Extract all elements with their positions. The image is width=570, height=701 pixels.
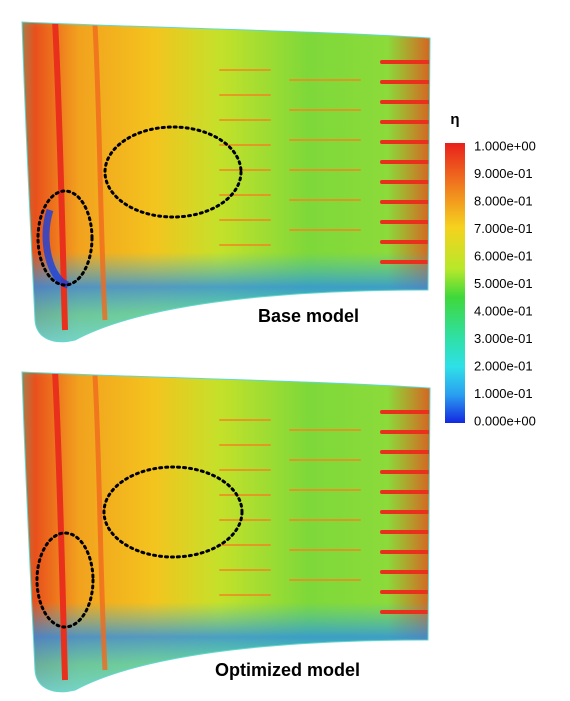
colorbar-label: 3.000e-01 (474, 331, 533, 346)
colorbar-title: η (450, 111, 459, 128)
colorbar-label: 8.000e-01 (474, 193, 533, 208)
colorbar: η 1.000e+00 9.000e-01 8.000e-01 7.000e-01 6.… (445, 111, 536, 428)
contour-plot (0, 350, 440, 700)
highlight-ellipse (103, 125, 243, 219)
colorbar-label: 0.000e+00 (474, 413, 536, 428)
colorbar-scale (445, 143, 465, 423)
optimized-model-panel: Optimized model (0, 350, 440, 700)
colorbar-label: 1.000e-01 (474, 386, 533, 401)
colorbar-label: 1.000e+00 (474, 138, 536, 153)
highlight-ellipse (102, 465, 244, 559)
base-model-panel: Base model (0, 0, 440, 350)
panel-label: Optimized model (215, 660, 360, 680)
colorbar-label: 5.000e-01 (474, 276, 533, 291)
colorbar-label: 6.000e-01 (474, 248, 533, 263)
highlight-ellipse (35, 531, 95, 629)
panel-label: Base model (258, 306, 359, 326)
colorbar-label: 2.000e-01 (474, 358, 533, 373)
colorbar-label: 7.000e-01 (474, 221, 533, 236)
contour-plot (0, 0, 440, 350)
highlight-ellipse (36, 189, 94, 287)
colorbar-label: 4.000e-01 (474, 303, 533, 318)
colorbar-label: 9.000e-01 (474, 166, 533, 181)
